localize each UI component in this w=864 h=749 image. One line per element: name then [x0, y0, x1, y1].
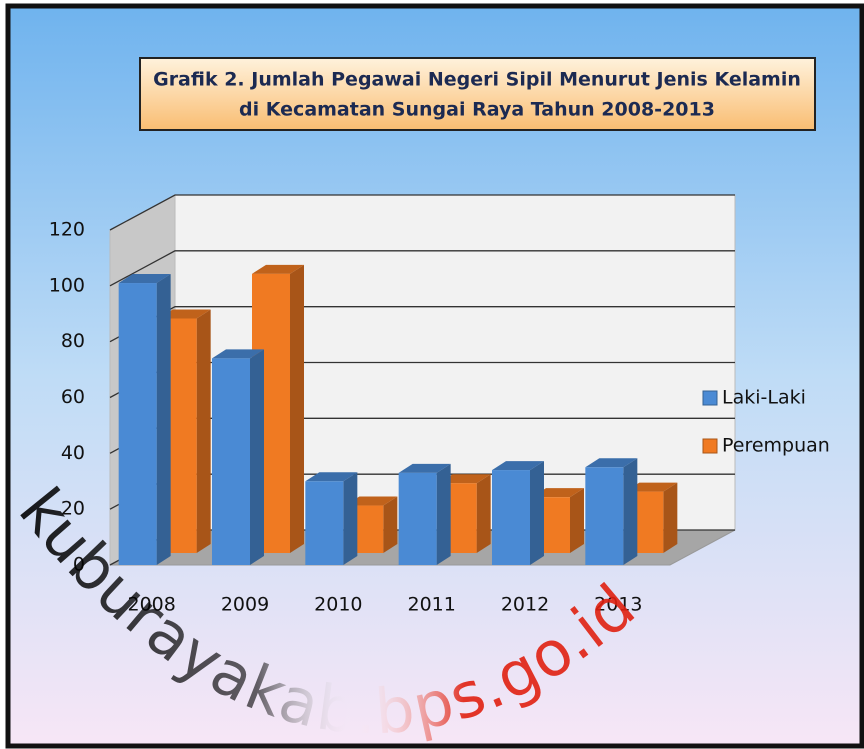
x-tick-label: 2010 [314, 594, 362, 616]
bar-top [118, 274, 171, 284]
bar-front [585, 467, 624, 565]
x-tick-label: 2011 [407, 594, 455, 616]
x-tick-label: 2009 [221, 594, 269, 616]
y-tick-label: 80 [61, 330, 85, 352]
bar-front [398, 472, 437, 565]
bar [585, 458, 638, 565]
bar-side [436, 463, 451, 565]
bar-side [476, 474, 491, 553]
bar-side [383, 496, 398, 553]
bar-side [343, 472, 358, 565]
bar-top [585, 458, 638, 468]
legend-label: Laki-Laki [722, 387, 806, 409]
bar-side [196, 309, 211, 553]
bar-side [623, 458, 638, 565]
y-tick-label: 60 [61, 386, 85, 408]
bar-side [156, 274, 171, 565]
bar-top [625, 482, 678, 492]
bar-front [118, 283, 157, 565]
y-tick-label: 100 [49, 274, 85, 296]
bar-top [438, 474, 491, 484]
bar-side [290, 264, 304, 553]
bar-front [212, 358, 250, 565]
chart-title: Grafik 2. Jumlah Pegawai Negeri Sipil Me… [153, 69, 801, 91]
bar-top [158, 309, 211, 319]
y-tick-label: 120 [49, 219, 85, 241]
bar-side [530, 461, 544, 565]
y-tick-label: 20 [61, 498, 85, 520]
bar [398, 463, 451, 565]
title-box [139, 57, 816, 131]
x-tick-label: 2008 [127, 594, 175, 616]
legend-swatch [702, 438, 718, 454]
x-tick-label: 2013 [594, 594, 642, 616]
bar-front [492, 470, 530, 565]
legend-swatch [702, 390, 718, 406]
bar-top [492, 461, 544, 471]
y-tick-label: 40 [61, 442, 85, 464]
bar [212, 349, 264, 565]
grid-line [109, 250, 735, 287]
x-tick-label: 2012 [501, 594, 549, 616]
bar [118, 274, 171, 565]
y-tick-label: 0 [73, 554, 85, 576]
plot: 0 20 40 60 80 100 120 2008 2009 2010 2011 2012 2013 L… [49, 194, 830, 616]
bar-top [252, 264, 304, 274]
bar-side [570, 488, 584, 553]
bar-top [398, 463, 451, 473]
chart-subtitle: di Kecamatan Sungai Raya Tahun 2008-2013 [239, 99, 715, 121]
bar-top [212, 349, 264, 359]
bar-top [305, 472, 358, 482]
grid-line [109, 194, 735, 231]
legend-label: Perempuan [722, 435, 830, 457]
bar [492, 461, 544, 565]
bar-top [532, 488, 584, 498]
bar-side [250, 349, 264, 565]
bar [305, 472, 358, 565]
bar-top [345, 496, 398, 506]
bar-front [305, 481, 344, 565]
bar-side [663, 482, 678, 553]
